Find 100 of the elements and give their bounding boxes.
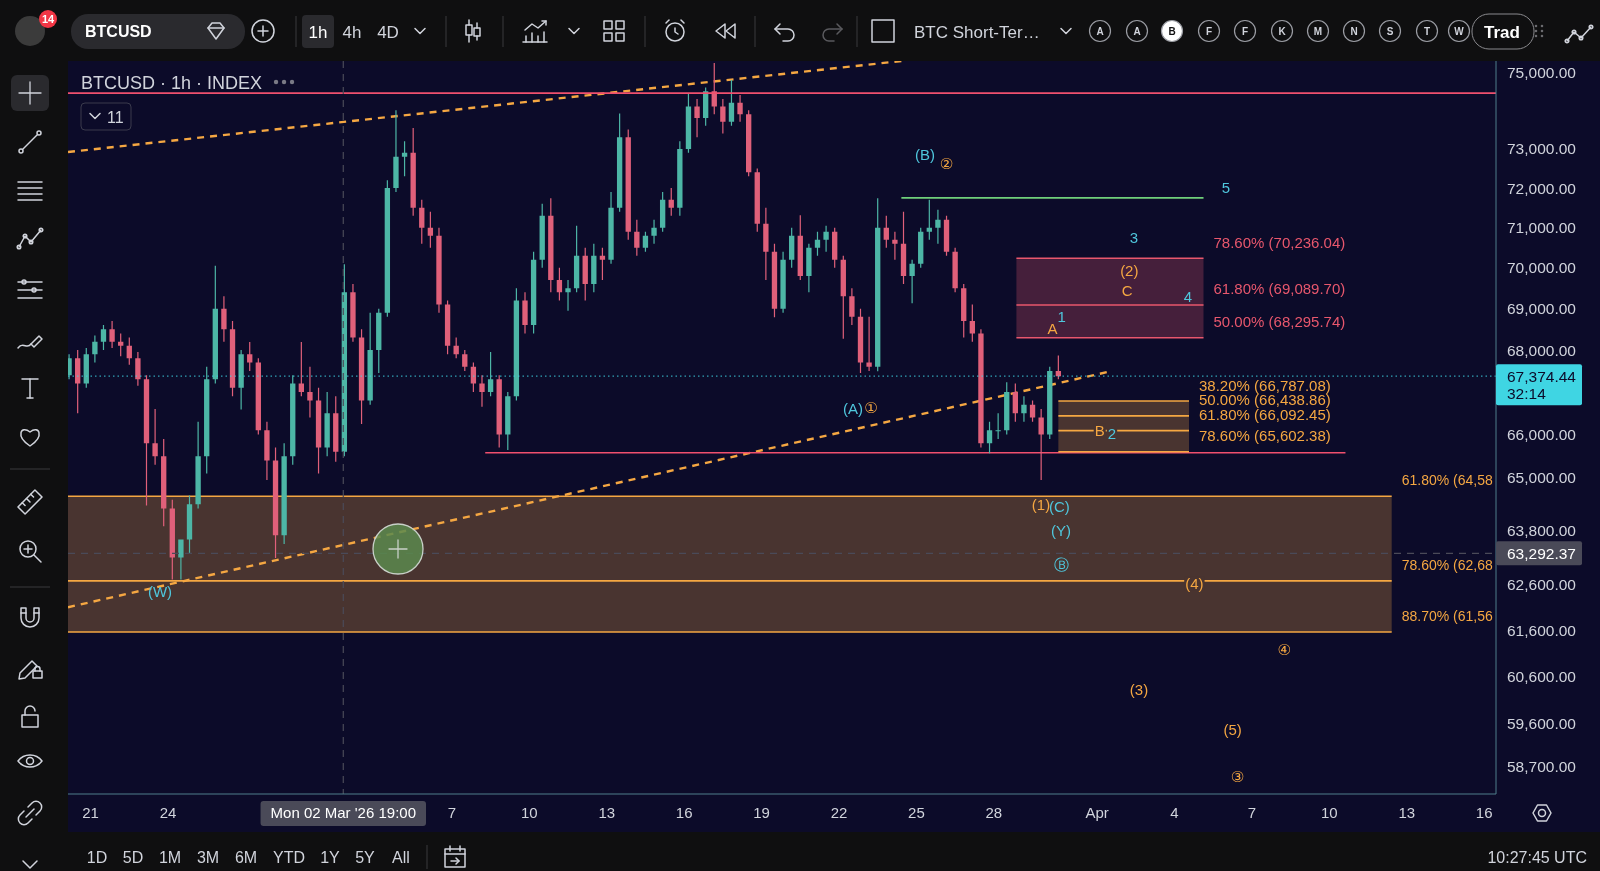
- x-tick-label: 7: [1247, 804, 1257, 821]
- candlestick: [324, 392, 330, 457]
- y-tick-label: 62,600.00: [1507, 576, 1577, 594]
- text: 4h: [342, 22, 362, 42]
- text: 1Y: [320, 848, 341, 866]
- x-tick-label: 16: [675, 804, 693, 821]
- y-tick-label: 73,000.00: [1507, 140, 1577, 158]
- annotation: ①: [864, 399, 878, 417]
- annotation: ③: [1230, 767, 1245, 785]
- annotation: (1): [1031, 495, 1051, 513]
- candlestick: [367, 312, 373, 405]
- candlestick: [823, 225, 829, 252]
- annotation: 11: [107, 108, 124, 126]
- ref-line-label: Mon 02 Mar '26 19:00: [270, 804, 416, 821]
- annotation: (B): [915, 145, 935, 163]
- y-tick-label: 72,000.00: [1507, 179, 1577, 197]
- annotation: (Y): [1051, 522, 1071, 540]
- candlestick: [109, 320, 115, 348]
- text: S: [1386, 25, 1394, 37]
- text: 4D: [377, 22, 399, 42]
- candlestick: [436, 227, 442, 313]
- candlestick: [978, 329, 984, 448]
- candlestick: [677, 141, 683, 216]
- x-tick-label: 13: [598, 804, 616, 821]
- x-tick-label: 22: [830, 804, 848, 821]
- x-tick-label: Apr: [1085, 804, 1109, 821]
- y-tick-label: 63,800.00: [1507, 522, 1577, 540]
- candlestick: [479, 375, 485, 407]
- series-label: 88.70% (61,56: [1401, 608, 1493, 624]
- text: K: [1278, 25, 1287, 37]
- y-tick-label: 68,000.00: [1507, 341, 1577, 359]
- annotation: C: [1121, 281, 1133, 299]
- text: 3M: [196, 848, 220, 866]
- x-tick-label: 10: [520, 804, 538, 821]
- annotation: (W): [147, 582, 173, 600]
- candlestick: [780, 251, 786, 313]
- candlestick: [737, 95, 743, 122]
- candlestick: [393, 110, 399, 192]
- candlestick: [866, 316, 872, 371]
- candlestick: [806, 243, 812, 293]
- annotation: 5: [1221, 178, 1231, 196]
- x-tick-label: 19: [753, 804, 770, 821]
- candlestick: [281, 443, 287, 545]
- annotation: ④: [1277, 640, 1291, 658]
- text: 10:27:45 UTC: [1487, 848, 1587, 866]
- candlestick: [178, 539, 184, 580]
- text: A: [1096, 25, 1104, 37]
- candlestick: [1038, 408, 1044, 481]
- candlestick: [651, 219, 657, 244]
- y-tick-label: 75,000.00: [1507, 63, 1577, 81]
- x-tick-label: 21: [82, 804, 99, 821]
- x-tick-label: 10: [1320, 804, 1338, 821]
- candlestick: [935, 209, 941, 244]
- annotation: 3: [1129, 228, 1139, 246]
- text: YTD: [273, 848, 305, 866]
- candlestick: [264, 421, 270, 481]
- candlestick: [350, 284, 356, 342]
- annotation: (3): [1129, 680, 1149, 698]
- text: F: [1205, 25, 1213, 37]
- candlestick: [1021, 396, 1027, 422]
- x-tick-label: 7: [447, 804, 457, 821]
- candlestick: [849, 288, 855, 326]
- series-label: 38.20% (66,787.08): [1199, 376, 1331, 394]
- candlestick: [522, 292, 528, 334]
- candlestick: [307, 366, 313, 418]
- x-tick-label: 24: [159, 804, 177, 821]
- text: 6M: [234, 848, 258, 866]
- candlestick: [634, 219, 640, 256]
- text: F: [1241, 25, 1249, 37]
- x-tick-label: 4: [1170, 804, 1179, 821]
- annotation: 4: [1183, 288, 1193, 306]
- x-tick-label: 16: [1475, 804, 1493, 821]
- y-tick-label: 60,600.00: [1507, 668, 1577, 686]
- text: 1h: [308, 22, 328, 42]
- candlestick: [221, 296, 227, 342]
- candlestick: [608, 191, 614, 264]
- text: 1D: [86, 848, 108, 866]
- candlestick: [238, 350, 244, 410]
- candlestick: [892, 231, 898, 260]
- text: Trad: [1484, 22, 1520, 42]
- text: N: [1350, 25, 1358, 37]
- ref-line-label: 63,292.37: [1507, 544, 1576, 562]
- text: A: [1133, 25, 1141, 37]
- x-tick-label: 25: [908, 804, 925, 821]
- series-label: 78.60% (65,602.38): [1199, 427, 1331, 445]
- text: BTCUSD · 1h · INDEX: [81, 73, 263, 93]
- y-tick-label: 61,600.00: [1507, 621, 1577, 639]
- text: BTCUSD: [85, 22, 152, 40]
- ref-line-label: 67,374.44 32:14: [1507, 367, 1577, 402]
- text: B: [1168, 25, 1176, 37]
- candlestick: [152, 408, 158, 465]
- y-tick-label: 59,600.00: [1507, 715, 1577, 733]
- series-label: 50.00% (68,295.74): [1213, 313, 1346, 331]
- text: W: [1454, 25, 1465, 37]
- series-label: 61.80% (69,089.70): [1213, 280, 1346, 298]
- annotation: (2): [1120, 261, 1139, 279]
- y-tick-label: 58,700.00: [1507, 758, 1577, 776]
- series-label: 78.60% (70,236.04): [1213, 233, 1346, 251]
- annotation: Ⓑ: [1053, 555, 1069, 573]
- text: All: [392, 848, 410, 866]
